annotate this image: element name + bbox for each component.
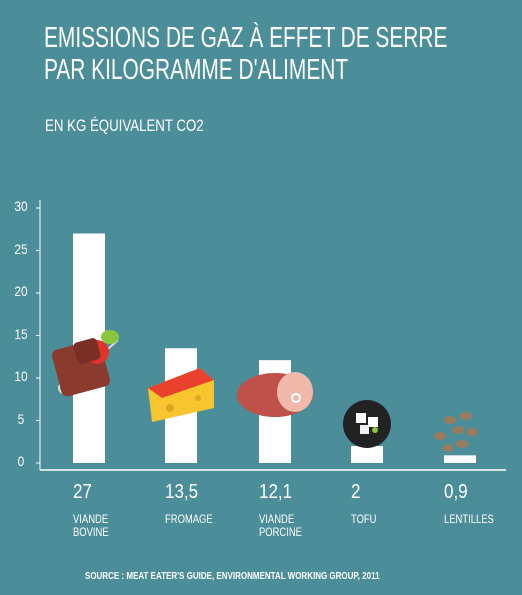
y-tick-label: 5 xyxy=(17,410,25,427)
x-tick-label: VIANDE PORCINE xyxy=(259,514,302,539)
x-tick-label: FROMAGE xyxy=(165,514,213,526)
value-label: 13,5 xyxy=(165,481,199,503)
y-tick-label: 30 xyxy=(14,198,28,214)
chart-subtitle: EN KG ÉQUIVALENT CO2 xyxy=(45,116,204,135)
source-note: SOURCE : MEAT EATER'S GUIDE, ENVIRONMENT… xyxy=(85,571,380,582)
x-tick-label: LENTILLES xyxy=(444,514,494,526)
bar xyxy=(351,446,383,463)
value-label: 27 xyxy=(73,481,92,503)
value-label: 0,9 xyxy=(444,481,468,503)
chart-title: EMISSIONS DE GAZ À EFFET DE SERRE PAR KI… xyxy=(44,22,448,87)
y-tick-label: 25 xyxy=(14,240,28,257)
x-tick-label: VIANDE BOVINE xyxy=(73,514,109,539)
y-tick-label: 0 xyxy=(17,453,25,469)
x-tick-label: TOFU xyxy=(351,514,377,526)
y-tick-label: 15 xyxy=(14,325,28,342)
y-tick-label: 20 xyxy=(14,283,28,299)
bar xyxy=(444,455,476,463)
icons xyxy=(51,330,478,452)
value-label: 12,1 xyxy=(259,481,293,503)
y-tick-label: 10 xyxy=(14,368,28,384)
value-label: 2 xyxy=(351,481,361,503)
